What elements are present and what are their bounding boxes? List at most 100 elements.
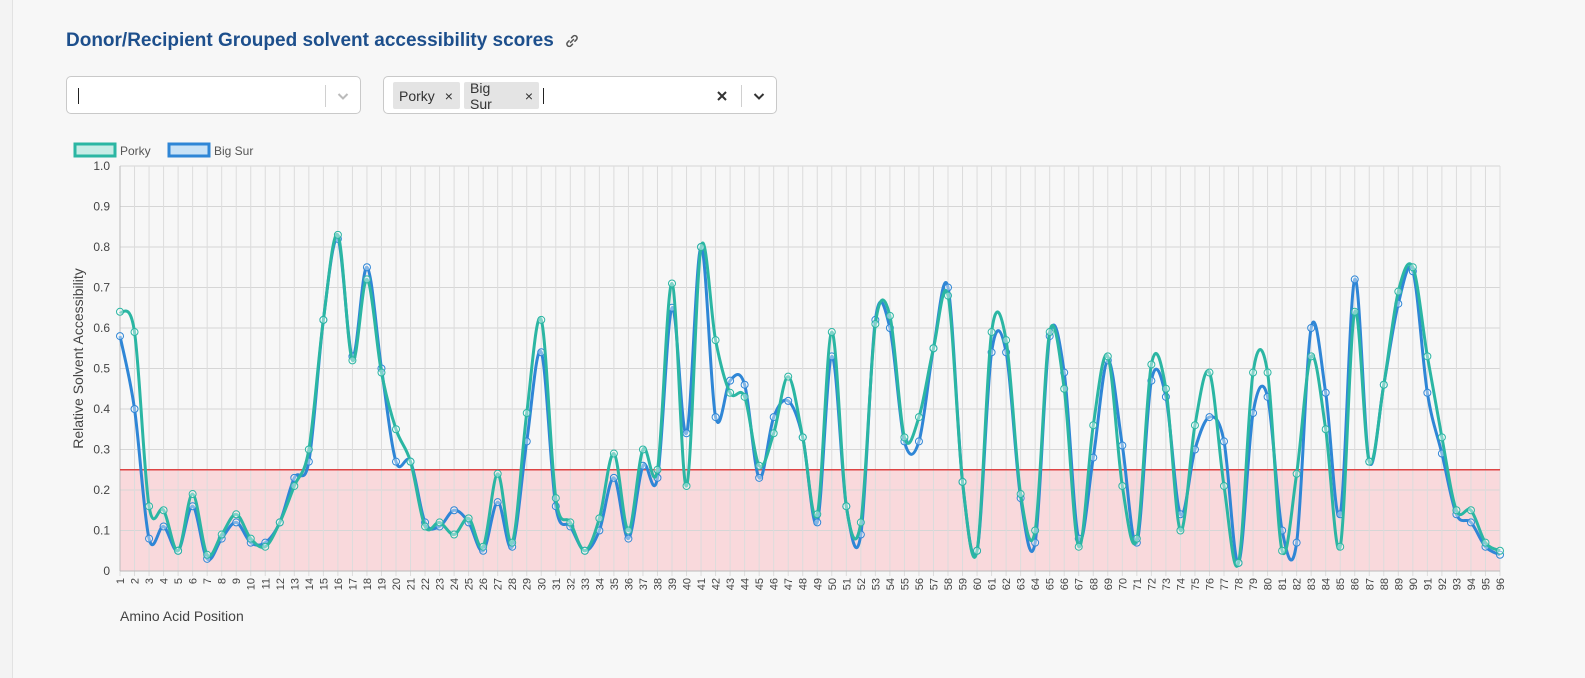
group-select[interactable] — [66, 76, 361, 114]
data-point — [362, 275, 371, 284]
data-point — [1002, 336, 1011, 345]
data-point — [1394, 287, 1403, 296]
x-tick-label: 58 — [943, 578, 955, 590]
data-point — [784, 396, 793, 405]
close-icon[interactable] — [714, 88, 730, 104]
data-point — [1481, 538, 1490, 547]
x-tick-label: 67 — [1074, 578, 1086, 590]
x-tick-label: 93 — [1451, 578, 1463, 590]
x-tick-label: 81 — [1277, 578, 1289, 590]
text-cursor — [78, 88, 79, 104]
data-point — [711, 336, 720, 345]
data-point — [450, 506, 459, 515]
y-tick-label: 0.1 — [93, 524, 110, 538]
data-point — [769, 429, 778, 438]
data-point — [624, 526, 633, 535]
data-point — [566, 518, 575, 527]
legend-label: Big Sur — [214, 144, 253, 158]
legend-label: Porky — [120, 144, 151, 158]
x-tick-label: 37 — [638, 578, 650, 590]
link-icon[interactable] — [564, 33, 580, 49]
legend-swatch — [73, 142, 117, 158]
y-tick-label: 0 — [103, 564, 110, 578]
data-point — [116, 332, 124, 341]
data-point — [827, 328, 836, 337]
data-point — [450, 530, 459, 539]
data-point — [726, 388, 735, 397]
data-point — [537, 315, 546, 324]
x-tick-label: 54 — [885, 578, 897, 590]
chevron-down-icon[interactable] — [751, 88, 767, 104]
x-tick-label: 65 — [1045, 578, 1057, 590]
x-tick-label: 20 — [391, 578, 403, 590]
y-axis-label: Relative Solvent Accessibility — [70, 268, 86, 449]
x-tick-label: 28 — [507, 578, 519, 590]
x-tick-label: 25 — [464, 578, 476, 590]
data-point — [1336, 542, 1345, 551]
x-tick-label: 9 — [231, 578, 243, 584]
x-tick-label: 17 — [347, 578, 359, 590]
chevron-down-icon[interactable] — [335, 88, 351, 104]
section-title: Donor/Recipient Grouped solvent accessib… — [66, 30, 580, 52]
remove-tag-big-sur[interactable]: × — [524, 87, 533, 104]
data-point — [914, 413, 923, 422]
data-point — [1031, 526, 1040, 535]
sample-multiselect[interactable]: Porky × Big Sur × — [383, 76, 777, 114]
x-axis-label: Amino Acid Position — [120, 608, 244, 624]
data-point — [1307, 352, 1316, 361]
x-tick-label: 42 — [711, 578, 723, 590]
x-tick-label: 60 — [972, 578, 984, 590]
remove-tag-porky[interactable]: × — [444, 87, 453, 104]
data-point — [479, 542, 488, 551]
data-point — [145, 534, 154, 543]
data-point — [348, 356, 357, 365]
x-tick-label: 63 — [1016, 578, 1028, 590]
x-tick-label: 49 — [812, 578, 824, 590]
data-point — [362, 263, 371, 272]
data-point — [1176, 526, 1185, 535]
x-tick-label: 1 — [115, 578, 127, 584]
data-point — [159, 506, 168, 515]
x-tick-label: 79 — [1248, 578, 1260, 590]
y-tick-label: 0.4 — [93, 402, 110, 416]
data-point — [435, 518, 444, 527]
data-point — [1379, 380, 1388, 389]
data-point — [1147, 360, 1156, 369]
x-tick-label: 7 — [202, 578, 214, 584]
x-tick-label: 48 — [798, 578, 810, 590]
data-point — [493, 469, 502, 478]
x-tick-label: 18 — [362, 578, 374, 590]
data-point — [609, 473, 618, 482]
x-tick-label: 85 — [1335, 578, 1347, 590]
data-point — [1278, 546, 1287, 555]
x-tick-label: 94 — [1466, 578, 1478, 590]
x-tick-label: 50 — [827, 578, 839, 590]
data-point — [1423, 352, 1432, 361]
x-tick-label: 80 — [1263, 578, 1275, 590]
data-point — [1161, 384, 1170, 393]
data-point — [1234, 558, 1243, 567]
data-point — [290, 481, 299, 490]
data-point — [464, 514, 473, 523]
data-point — [1103, 352, 1112, 361]
x-tick-label: 22 — [420, 578, 432, 590]
tag-label: Porky — [399, 87, 435, 104]
x-tick-label: 57 — [928, 578, 940, 590]
x-tick-label: 34 — [594, 578, 606, 590]
y-tick-label: 0.9 — [93, 200, 110, 214]
x-tick-label: 43 — [725, 578, 737, 590]
data-point — [1452, 506, 1461, 515]
data-point — [275, 518, 284, 527]
data-point — [406, 457, 415, 466]
x-tick-label: 77 — [1219, 578, 1231, 590]
data-point — [682, 429, 691, 438]
x-tick-label: 82 — [1292, 578, 1304, 590]
x-tick-label: 64 — [1030, 578, 1042, 590]
data-point — [653, 465, 662, 474]
data-point — [1118, 441, 1127, 450]
x-tick-label: 61 — [987, 578, 999, 590]
x-tick-label: 32 — [565, 578, 577, 590]
data-point — [145, 502, 154, 511]
x-tick-label: 2 — [130, 578, 142, 584]
